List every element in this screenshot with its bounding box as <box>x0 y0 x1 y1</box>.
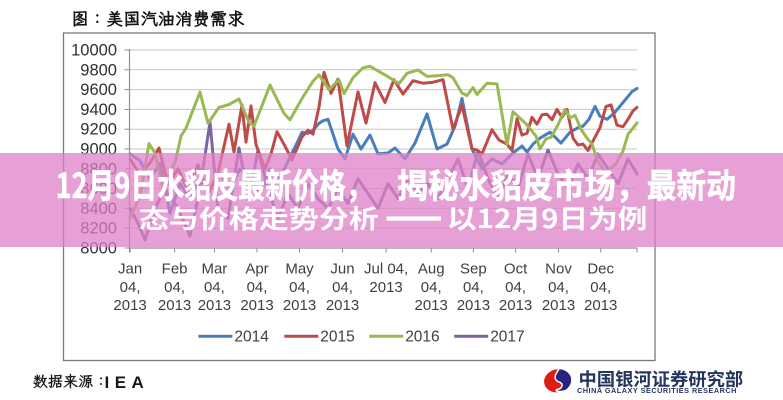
svg-text:04,: 04, <box>590 279 611 296</box>
svg-text:2014: 2014 <box>234 329 269 346</box>
svg-text:9800: 9800 <box>80 61 117 79</box>
svg-text:2013: 2013 <box>326 297 359 314</box>
svg-text:Apr: Apr <box>245 261 268 278</box>
svg-text:Jul 04,: Jul 04, <box>364 261 408 278</box>
svg-text:Oct: Oct <box>504 261 528 278</box>
svg-text:Mar: Mar <box>201 261 227 278</box>
svg-text:2013: 2013 <box>584 297 617 314</box>
svg-text:2013: 2013 <box>113 297 146 314</box>
svg-text:CHINA GALAXY SECURITIES RESEAR: CHINA GALAXY SECURITIES RESEARCH <box>577 386 737 395</box>
svg-text:Jan: Jan <box>118 261 142 278</box>
svg-text:04,: 04, <box>332 279 353 296</box>
svg-text:May: May <box>285 261 314 278</box>
svg-text:2015: 2015 <box>320 329 354 346</box>
svg-text:04,: 04, <box>247 279 268 296</box>
svg-text:2013: 2013 <box>457 297 490 314</box>
svg-text:Jun: Jun <box>330 261 354 278</box>
svg-text:04,: 04, <box>204 279 225 296</box>
svg-text:10000: 10000 <box>71 42 117 60</box>
svg-text:2013: 2013 <box>240 297 273 314</box>
svg-text:Sep: Sep <box>460 261 487 278</box>
svg-text:04,: 04, <box>421 279 442 296</box>
svg-text:9400: 9400 <box>80 101 117 119</box>
svg-text:2017: 2017 <box>490 329 524 346</box>
svg-text:9600: 9600 <box>80 81 117 99</box>
svg-text:Nov: Nov <box>545 261 572 278</box>
svg-text:04,: 04, <box>505 279 526 296</box>
svg-text:IEA: IEA <box>105 373 150 392</box>
svg-text:9200: 9200 <box>80 121 117 139</box>
svg-text:04,: 04, <box>164 279 185 296</box>
svg-text:2013: 2013 <box>415 297 448 314</box>
svg-text:2013: 2013 <box>158 297 191 314</box>
svg-text:2013: 2013 <box>499 297 532 314</box>
svg-text:2013: 2013 <box>542 297 575 314</box>
svg-text:04,: 04, <box>289 279 310 296</box>
svg-text:Aug: Aug <box>418 261 445 278</box>
svg-text:Feb: Feb <box>162 261 188 278</box>
svg-text:04,: 04, <box>548 279 569 296</box>
svg-text:2013: 2013 <box>198 297 231 314</box>
svg-text:Dec: Dec <box>587 261 614 278</box>
svg-text:2016: 2016 <box>405 329 439 346</box>
svg-text:04,: 04, <box>120 279 141 296</box>
svg-text:2013: 2013 <box>283 297 316 314</box>
svg-text:2013: 2013 <box>369 279 402 296</box>
svg-text:04,: 04, <box>463 279 484 296</box>
